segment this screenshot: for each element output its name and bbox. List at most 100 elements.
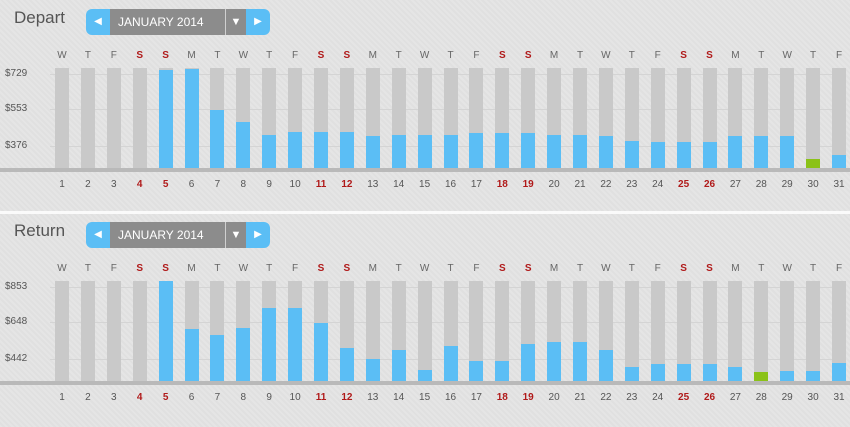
depart-day-number[interactable]: 3: [111, 179, 117, 190]
return-day-slot[interactable]: [728, 281, 743, 381]
depart-day-number[interactable]: 11: [315, 179, 327, 190]
depart-day-slot[interactable]: [832, 68, 846, 168]
depart-day-number[interactable]: 9: [266, 179, 272, 190]
depart-day-slot[interactable]: [106, 68, 121, 168]
return-day-number[interactable]: 13: [367, 392, 379, 403]
depart-day-number[interactable]: 12: [341, 179, 353, 190]
depart-fare-bar[interactable]: [443, 135, 458, 168]
return-fare-bar[interactable]: [469, 361, 484, 381]
depart-fare-bar[interactable]: [728, 136, 743, 168]
depart-day-number[interactable]: 22: [600, 179, 612, 190]
return-fare-bar[interactable]: [598, 350, 613, 381]
return-day-number[interactable]: 25: [678, 392, 690, 403]
return-fare-bar[interactable]: [573, 342, 587, 381]
depart-day-number[interactable]: 15: [419, 179, 431, 190]
return-day-number[interactable]: 24: [652, 392, 664, 403]
return-fare-bar[interactable]: [702, 364, 717, 381]
depart-fare-bar[interactable]: [158, 70, 173, 168]
depart-day-slot[interactable]: [132, 68, 147, 168]
depart-day-number[interactable]: 29: [781, 179, 793, 190]
depart-day-slot[interactable]: [806, 68, 821, 168]
return-day-number[interactable]: 19: [522, 392, 534, 403]
return-day-number[interactable]: 3: [111, 392, 117, 403]
return-fare-bar[interactable]: [521, 344, 536, 381]
return-day-number[interactable]: 12: [341, 392, 353, 403]
return-fare-bar[interactable]: [780, 371, 795, 381]
return-fare-bar[interactable]: [676, 364, 691, 381]
return-month-select[interactable]: JANUARY 2014 ▼: [110, 222, 246, 248]
return-fare-bar[interactable]: [728, 367, 743, 381]
return-fare-bar[interactable]: [443, 346, 458, 381]
return-day-slot[interactable]: [80, 281, 95, 381]
return-day-number[interactable]: 22: [600, 392, 612, 403]
return-day-number[interactable]: 14: [393, 392, 405, 403]
depart-day-number[interactable]: 14: [393, 179, 405, 190]
return-day-slot[interactable]: [55, 281, 69, 381]
depart-month-select[interactable]: JANUARY 2014 ▼: [110, 9, 246, 35]
return-day-slot[interactable]: [650, 281, 665, 381]
return-day-number[interactable]: 23: [626, 392, 638, 403]
return-fare-bar[interactable]: [262, 308, 277, 381]
depart-fare-bar[interactable]: [806, 159, 821, 168]
depart-day-number[interactable]: 28: [755, 179, 767, 190]
return-day-number[interactable]: 6: [188, 392, 195, 403]
return-day-number[interactable]: 21: [574, 392, 586, 403]
return-day-slot[interactable]: [832, 281, 846, 381]
depart-day-number[interactable]: 26: [703, 179, 716, 190]
return-fare-bar[interactable]: [365, 359, 380, 381]
depart-fare-bar[interactable]: [288, 132, 303, 168]
depart-fare-bar[interactable]: [624, 141, 639, 168]
return-fare-bar[interactable]: [417, 370, 432, 381]
depart-day-number[interactable]: 18: [496, 179, 508, 190]
depart-day-number[interactable]: 8: [240, 179, 247, 190]
return-fare-bar[interactable]: [391, 350, 406, 381]
depart-fare-bar[interactable]: [495, 133, 510, 168]
depart-fare-bar[interactable]: [573, 135, 587, 168]
depart-fare-bar[interactable]: [598, 136, 613, 168]
return-day-number[interactable]: 8: [240, 392, 247, 403]
depart-day-number[interactable]: 13: [367, 179, 379, 190]
return-day-number[interactable]: 15: [419, 392, 431, 403]
return-prev-month-button[interactable]: ◀: [86, 222, 110, 248]
return-day-slot[interactable]: [754, 281, 769, 381]
depart-fare-bar[interactable]: [676, 142, 691, 168]
depart-fare-bar[interactable]: [650, 142, 665, 168]
return-fare-bar[interactable]: [236, 328, 251, 381]
return-fare-bar[interactable]: [806, 371, 821, 381]
depart-fare-bar[interactable]: [210, 110, 225, 168]
return-day-number[interactable]: 5: [162, 392, 169, 403]
return-day-slot[interactable]: [624, 281, 639, 381]
depart-fare-bar[interactable]: [547, 135, 562, 168]
depart-fare-bar[interactable]: [314, 132, 328, 168]
return-fare-bar[interactable]: [832, 363, 846, 381]
caret-down-icon[interactable]: ▼: [225, 222, 246, 248]
depart-day-number[interactable]: 19: [522, 179, 534, 190]
return-day-slot[interactable]: [676, 281, 691, 381]
depart-day-number[interactable]: 20: [548, 179, 560, 190]
depart-day-number[interactable]: 30: [807, 179, 819, 190]
depart-day-number[interactable]: 6: [188, 179, 195, 190]
return-next-month-button[interactable]: ▶: [246, 222, 270, 248]
return-fare-bar[interactable]: [650, 364, 665, 381]
depart-day-number[interactable]: 16: [444, 179, 457, 190]
return-day-number[interactable]: 29: [781, 392, 793, 403]
depart-prev-month-button[interactable]: ◀: [86, 9, 110, 35]
depart-fare-bar[interactable]: [417, 135, 432, 168]
caret-down-icon[interactable]: ▼: [225, 9, 246, 35]
return-day-number[interactable]: 27: [729, 392, 741, 403]
return-fare-bar[interactable]: [624, 367, 639, 381]
depart-fare-bar[interactable]: [521, 133, 536, 168]
depart-fare-bar[interactable]: [780, 136, 795, 168]
return-day-number[interactable]: 17: [470, 392, 482, 403]
return-day-slot[interactable]: [780, 281, 795, 381]
return-fare-bar[interactable]: [288, 308, 303, 381]
depart-fare-bar[interactable]: [339, 132, 354, 168]
depart-day-slot[interactable]: [55, 68, 69, 168]
depart-day-number[interactable]: 21: [574, 179, 586, 190]
depart-day-number[interactable]: 10: [289, 179, 301, 190]
return-day-number[interactable]: 11: [315, 392, 327, 403]
return-day-number[interactable]: 7: [214, 392, 221, 403]
return-fare-bar[interactable]: [547, 342, 562, 381]
return-day-slot[interactable]: [132, 281, 147, 381]
return-day-number[interactable]: 30: [807, 392, 819, 403]
